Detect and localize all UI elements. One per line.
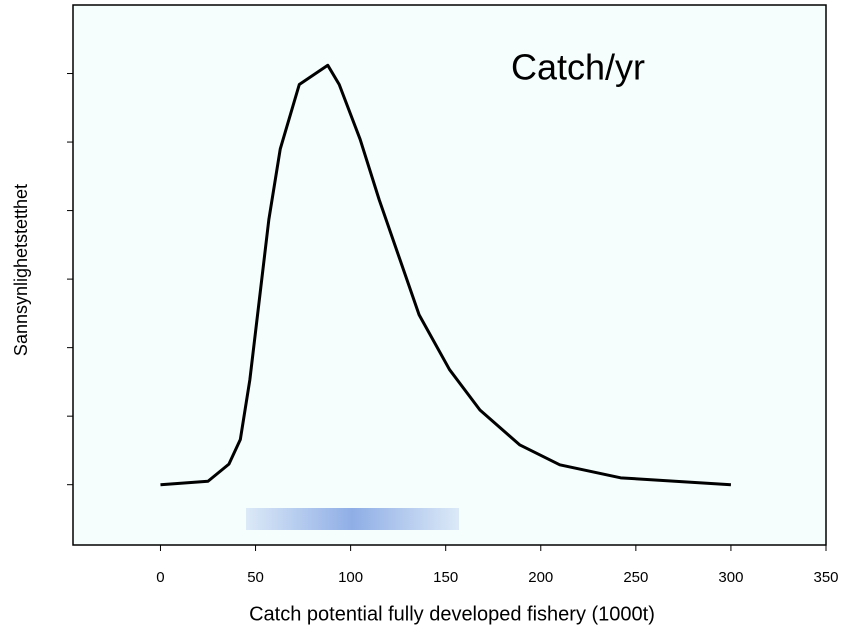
x-tick-label: 50: [247, 569, 264, 586]
x-tick-label: 350: [813, 569, 838, 586]
x-tick-label: 0: [156, 569, 164, 586]
x-tick-label: 300: [718, 569, 743, 586]
annotation: Catch/yr: [511, 47, 645, 88]
x-tick-label: 100: [338, 569, 363, 586]
x-tick-label: 200: [528, 569, 553, 586]
x-tick-label: 250: [623, 569, 648, 586]
plot-area: [72, 4, 827, 546]
interval-bar: [246, 508, 460, 530]
x-tick-label: 150: [433, 569, 458, 586]
x-axis-label: Catch potential fully developed fishery …: [249, 603, 655, 625]
y-axis-label: Sannsynlighetstetthet: [11, 184, 31, 356]
density-curve: [160, 63, 732, 487]
